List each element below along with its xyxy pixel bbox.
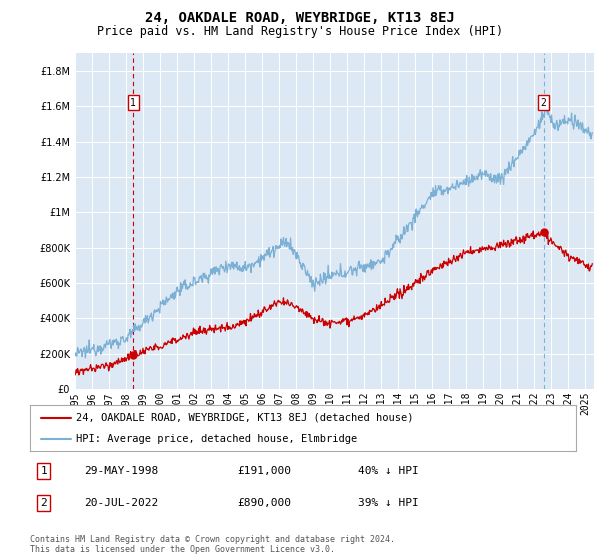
Text: HPI: Average price, detached house, Elmbridge: HPI: Average price, detached house, Elmb… <box>76 435 358 444</box>
Text: 24, OAKDALE ROAD, WEYBRIDGE, KT13 8EJ (detached house): 24, OAKDALE ROAD, WEYBRIDGE, KT13 8EJ (d… <box>76 413 414 423</box>
Text: 40% ↓ HPI: 40% ↓ HPI <box>358 466 418 476</box>
Text: 39% ↓ HPI: 39% ↓ HPI <box>358 498 418 508</box>
Text: 20-JUL-2022: 20-JUL-2022 <box>85 498 159 508</box>
Text: £191,000: £191,000 <box>238 466 292 476</box>
Text: 1: 1 <box>130 97 136 108</box>
Text: 1: 1 <box>40 466 47 476</box>
Text: 29-MAY-1998: 29-MAY-1998 <box>85 466 159 476</box>
Text: Price paid vs. HM Land Registry's House Price Index (HPI): Price paid vs. HM Land Registry's House … <box>97 25 503 38</box>
Text: Contains HM Land Registry data © Crown copyright and database right 2024.
This d: Contains HM Land Registry data © Crown c… <box>30 535 395 554</box>
Text: 2: 2 <box>541 97 547 108</box>
Text: 2: 2 <box>40 498 47 508</box>
Text: £890,000: £890,000 <box>238 498 292 508</box>
Text: 24, OAKDALE ROAD, WEYBRIDGE, KT13 8EJ: 24, OAKDALE ROAD, WEYBRIDGE, KT13 8EJ <box>145 11 455 25</box>
